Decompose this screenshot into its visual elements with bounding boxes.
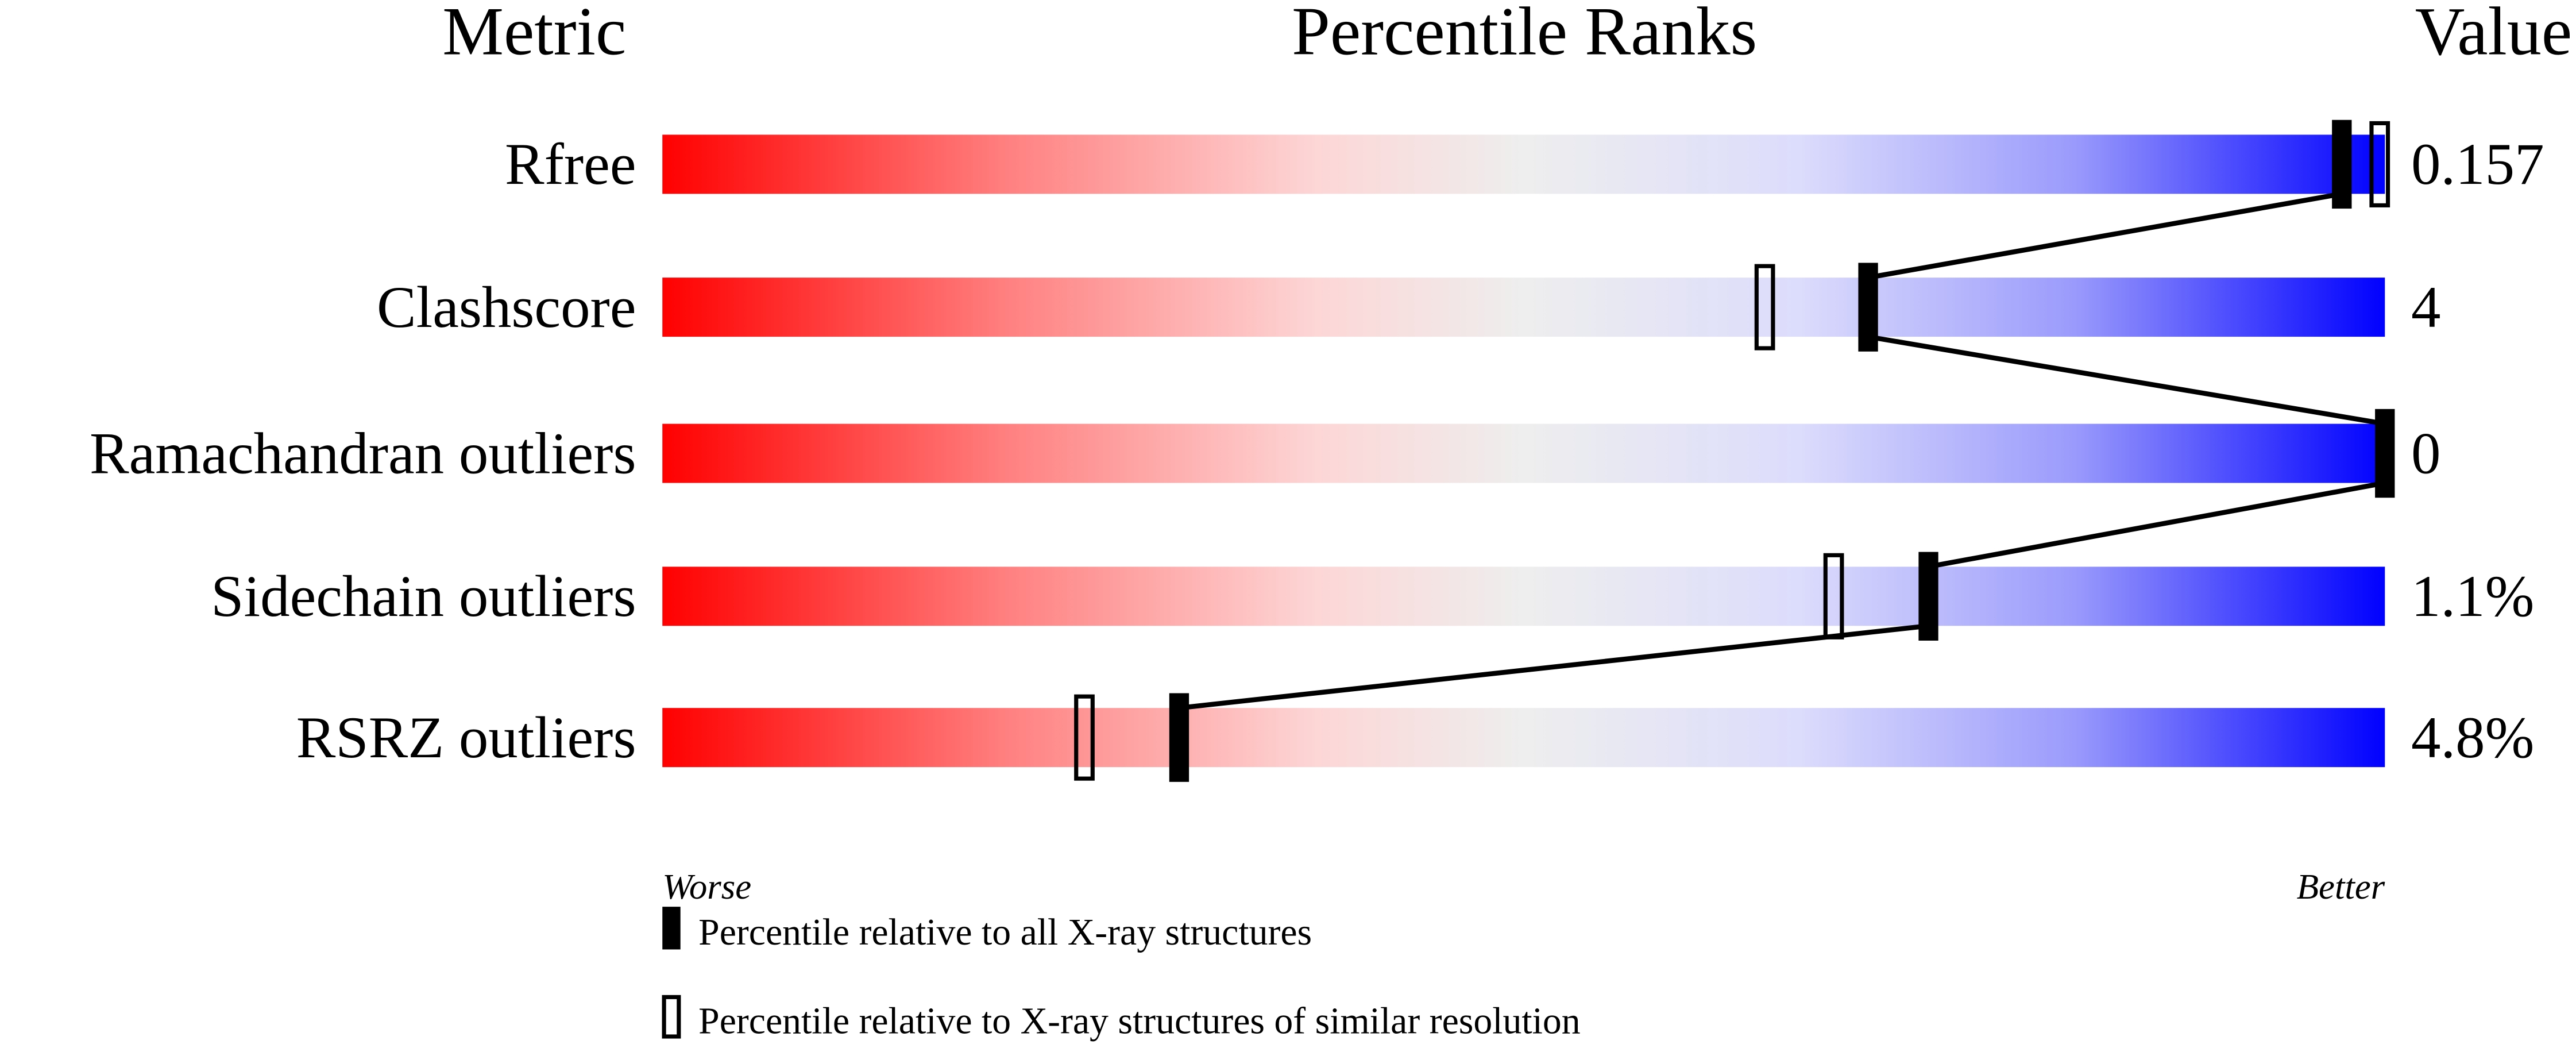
percentile-bar [662,567,2385,626]
metric-value: 1.1% [2411,564,2534,629]
header-percentile: Percentile Ranks [1292,0,1757,69]
metric-label: RSRZ outliers [296,705,636,770]
connector-line [1867,191,2343,280]
legend-open-marker [662,995,681,1039]
metric-value: 0.157 [2411,132,2544,197]
metric-label: Clashscore [377,275,636,340]
connector-line [1179,623,1929,711]
metric-value: 4 [2411,275,2440,340]
legend-filled-marker [662,907,681,950]
marker-similar-resolution [2369,121,2390,207]
percentile-bar [662,423,2385,483]
marker-similar-resolution [1074,694,1095,781]
marker-similar-resolution [1754,264,1775,350]
connector-line [1867,334,2385,426]
metric-label: Sidechain outliers [211,564,636,629]
metric-label: Ramachandran outliers [90,421,636,486]
better-label: Better [2297,866,2385,907]
legend-label-all: Percentile relative to all X-ray structu… [698,911,1312,953]
percentile-bar [662,708,2385,768]
worse-label: Worse [662,866,751,907]
header-metric: Metric [442,0,626,69]
metric-value: 4.8% [2411,705,2534,770]
header-value: Value [2415,0,2572,69]
metric-label: Rfree [505,132,636,197]
legend-label-similar: Percentile relative to X-ray structures … [698,1000,1581,1042]
metric-value: 0 [2411,421,2440,486]
connector-line [1928,480,2386,569]
percentile-bar [662,134,2385,194]
percentile-bar [662,278,2385,337]
